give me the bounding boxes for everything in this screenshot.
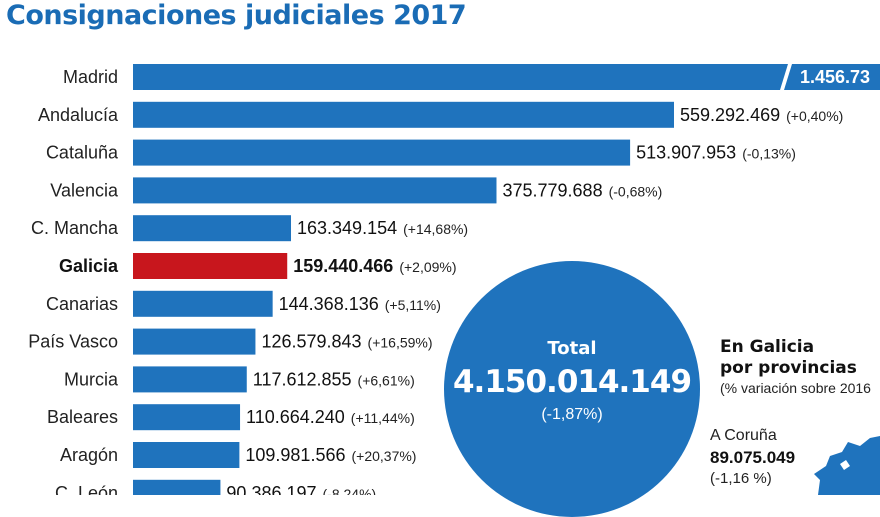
province-change: (-1,16 %) (710, 470, 772, 487)
change-label-baleares: (+11,44%) (351, 410, 415, 426)
bar-c-mancha (133, 215, 292, 242)
change-label-aragon: (+20,37%) (351, 448, 416, 464)
bar-aragon (133, 442, 240, 468)
galicia-map-icon (814, 436, 880, 495)
category-label-c-leon: C. León (55, 483, 118, 495)
bar-madrid (133, 64, 880, 90)
category-label-cataluna: Cataluña (46, 143, 119, 163)
change-label-c-mancha: (+14,68%) (403, 221, 468, 237)
change-label-cataluna: (-0,13%) (742, 146, 796, 162)
value-label-cataluna: 513.907.953 (636, 143, 736, 163)
bar-baleares (133, 404, 241, 431)
value-label-aragon: 109.981.566 (245, 445, 345, 465)
bar-chart: Madrid 1.456.73 Andalucía 559.292.469 (+0,40… (28, 64, 880, 495)
bar-murcia (133, 366, 247, 393)
change-label-c-leon: (-8,24%) (323, 486, 377, 495)
galicia-panel-title: En Galicia por provincias (720, 337, 857, 379)
total-circle (444, 261, 700, 517)
change-label-pais-vasco: (+16,59%) (368, 335, 433, 351)
bar-break-mark (780, 64, 792, 90)
category-label-baleares: Baleares (47, 407, 118, 427)
change-label-valencia: (-0,68%) (609, 183, 663, 199)
category-label-madrid: Madrid (63, 67, 118, 87)
category-label-canarias: Canarias (46, 294, 118, 314)
value-label-c-mancha: 163.349.154 (297, 218, 397, 238)
category-label-c-mancha: C. Mancha (31, 218, 119, 238)
bar-andalucia (133, 101, 674, 128)
category-label-aragon: Aragón (60, 445, 118, 465)
value-label-madrid: 1.456.73 (800, 67, 870, 87)
galicia-panel-title-line2: por provincias (720, 358, 857, 378)
value-label-pais-vasco: 126.579.843 (261, 332, 361, 352)
category-label-murcia: Murcia (64, 369, 119, 389)
bar-canarias (133, 290, 273, 317)
bar-valencia (133, 177, 497, 204)
total-value: 4.150.014.149 (452, 364, 692, 400)
galicia-panel-subtitle: (% variación sobre 2016 (720, 380, 871, 396)
galicia-panel-title-line1: En Galicia (720, 337, 815, 357)
value-label-canarias: 144.368.136 (279, 294, 379, 314)
category-label-galicia: Galicia (59, 256, 119, 276)
value-label-murcia: 117.612.855 (253, 369, 352, 389)
bar-pais-vasco (133, 328, 256, 355)
value-label-andalucia: 559.292.469 (680, 105, 780, 125)
chart-title: Consignaciones judiciales 2017 (6, 0, 467, 31)
bar-c-leon (133, 479, 221, 495)
value-label-c-leon: 90.386.197 (226, 483, 316, 495)
category-label-andalucia: Andalucía (38, 105, 119, 125)
total-label: Total (547, 338, 597, 359)
change-label-galicia: (+2,09%) (399, 259, 456, 275)
change-label-murcia: (+6,61%) (358, 372, 415, 388)
total-change: (-1,87%) (541, 406, 603, 423)
value-label-baleares: 110.664.240 (246, 407, 345, 427)
value-label-galicia: 159.440.466 (293, 256, 393, 276)
province-name: A Coruña (710, 427, 777, 444)
province-value: 89.075.049 (710, 448, 796, 467)
category-label-valencia: Valencia (50, 180, 119, 200)
change-label-canarias: (+5,11%) (385, 297, 441, 313)
bar-galicia (133, 253, 288, 279)
bar-cataluna (133, 139, 631, 166)
category-label-pais-vasco: País Vasco (28, 332, 118, 352)
value-label-valencia: 375.779.688 (502, 180, 602, 200)
change-label-andalucia: (+0,40%) (786, 108, 843, 124)
